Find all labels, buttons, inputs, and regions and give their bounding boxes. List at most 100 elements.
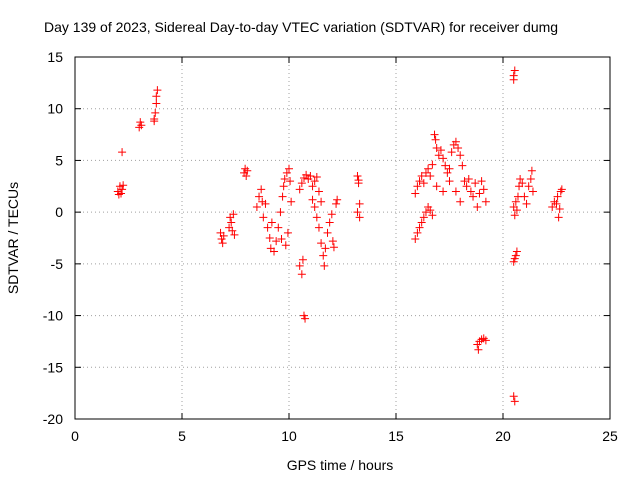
data-point [285,164,293,173]
data-point [242,171,251,180]
data-point [118,185,127,194]
data-point [473,202,482,211]
data-point [270,247,279,256]
data-point [518,179,527,188]
data-point [415,177,424,186]
data-point [474,345,483,354]
data-point [265,234,274,242]
data-point [511,197,520,206]
data-point [301,314,310,323]
data-point [276,208,285,217]
data-point [510,254,519,263]
x-tick-label: 25 [602,428,618,444]
data-point [445,177,454,186]
data-point [550,197,559,206]
y-tick-label: -5 [51,256,64,272]
data-point [555,205,564,214]
data-point [302,170,311,179]
data-point [151,108,160,117]
plot-frame [74,56,611,420]
data-point [554,213,563,222]
data-point [298,255,307,264]
data-point [421,208,430,217]
x-tick-label: 20 [495,428,511,444]
data-point [430,130,439,139]
data-point [297,179,306,188]
data-point [443,168,452,177]
data-point [557,185,566,194]
data-point [117,189,126,198]
grid [75,57,610,419]
y-tick-label: -20 [43,411,63,427]
data-point [419,179,428,188]
data-point [522,199,531,208]
data-point [230,230,239,239]
data-point [218,239,227,248]
data-point [227,218,236,227]
data-point [413,182,422,191]
data-point [445,164,454,173]
data-point [135,123,144,132]
data-point [314,223,323,232]
data-point [527,166,536,175]
data-point [460,177,469,186]
data-point [526,175,535,184]
data-point [287,197,296,206]
data-point [150,117,159,126]
data-point [481,336,490,345]
data-point [477,177,486,186]
data-point [481,197,490,206]
data-point [426,206,435,215]
data-point [411,189,420,198]
data-point [479,334,488,343]
data-point [479,185,488,194]
data-point [354,176,363,185]
data-point [432,182,441,191]
data-point [153,86,162,95]
data-point [295,261,304,270]
data-point [261,199,270,208]
data-point [119,181,128,190]
data-point [328,237,337,246]
data-point [428,160,437,169]
data-point [333,195,342,204]
data-point [424,164,433,173]
data-point [510,397,519,406]
data-point [317,197,326,206]
x-axis-label: GPS time / hours [287,457,394,473]
x-tick-label: 10 [281,428,297,444]
data-point [258,197,267,206]
data-point [306,171,315,180]
data-point [320,261,329,270]
data-point [152,99,161,108]
data-point [308,182,317,191]
x-axis: 0 5 10 15 20 25 [71,57,618,444]
data-point [353,208,362,217]
data-point [118,148,127,157]
data-point [447,148,456,157]
x-tick-label: 15 [388,428,404,444]
data-point [441,161,450,170]
data-point [272,237,281,246]
data-point [325,218,334,227]
data-point [280,175,289,184]
y-tick-label: -15 [43,359,63,375]
data-point [516,175,525,184]
data-point [283,228,292,237]
data-point [286,177,295,186]
data-point [297,270,306,279]
data-point [310,177,319,186]
data-point [512,206,521,215]
data-point [319,251,328,260]
data-point [520,192,529,201]
data-point [312,172,321,181]
data-point [528,187,537,196]
data-point [255,192,264,201]
y-tick-label: 10 [47,101,63,117]
data-point [353,171,362,180]
data-point [432,144,441,153]
data-point [454,144,463,153]
data-point [458,161,467,170]
y-axis-label: SDTVAR / TECUs [5,182,21,294]
data-point [436,146,445,155]
